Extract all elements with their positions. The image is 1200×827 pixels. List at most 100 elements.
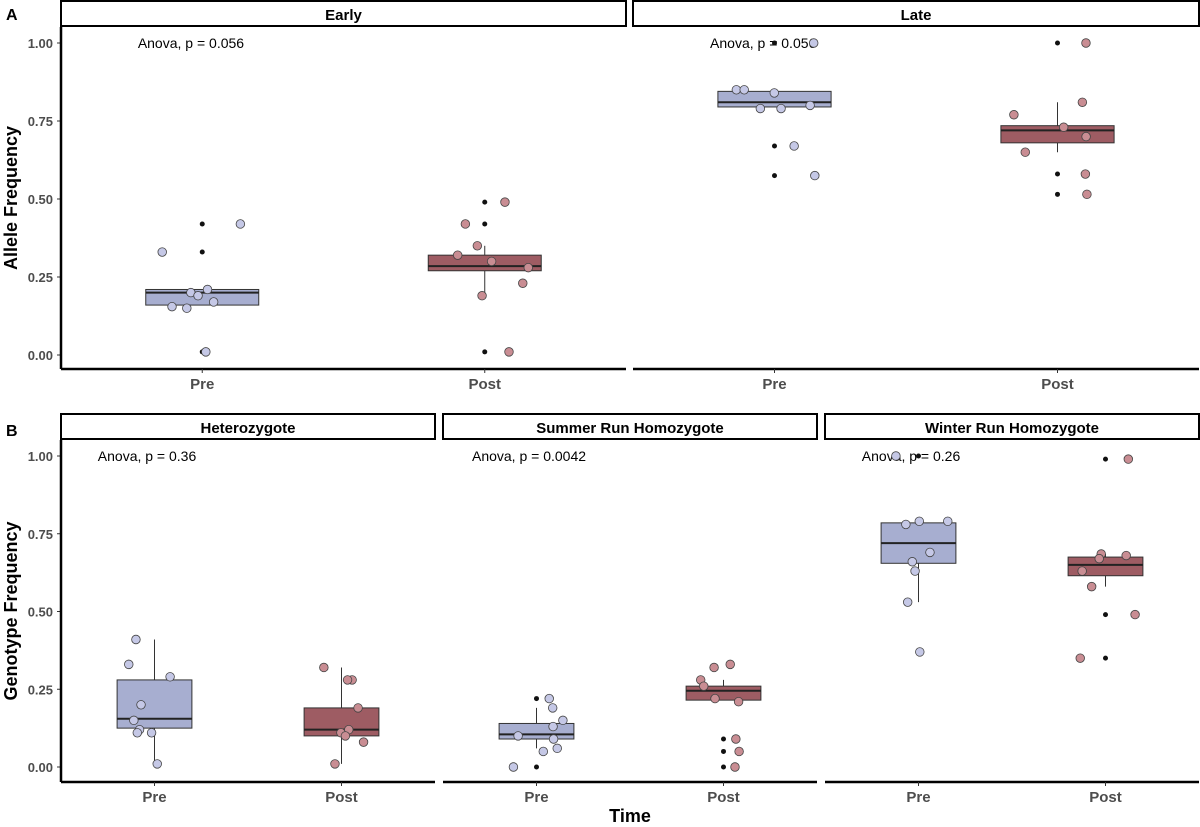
data-point-post <box>1123 454 1134 464</box>
data-point-post <box>1058 122 1069 132</box>
x-tick-label-pre: Pre <box>190 376 214 393</box>
data-point-pre <box>508 762 519 772</box>
data-point-post <box>709 662 719 673</box>
data-point-pre <box>538 746 548 757</box>
y-tick-label: 0.00 <box>28 348 53 363</box>
x-tick-label-pre: Pre <box>762 376 786 393</box>
panel-letter-b: B <box>6 423 18 440</box>
data-point-pre <box>548 721 558 732</box>
data-point-post <box>1121 550 1131 561</box>
data-point-post <box>486 256 497 267</box>
data-point-post <box>1081 38 1091 48</box>
x-tick-label-pre: Pre <box>906 789 930 806</box>
x-tick-label-pre: Pre <box>524 789 548 806</box>
x-tick-label-post: Post <box>325 789 358 806</box>
data-point-pre <box>558 715 568 726</box>
outlier-point <box>1103 612 1108 618</box>
data-point-pre <box>201 347 211 357</box>
data-point-pre <box>129 715 139 726</box>
outlier-point <box>721 736 726 742</box>
data-point-post <box>477 291 487 301</box>
y-tick-label: 0.75 <box>28 527 53 542</box>
data-point-post <box>1077 566 1087 576</box>
box-pre <box>116 679 193 729</box>
x-tick-label-post: Post <box>468 376 501 393</box>
facet-strip <box>824 413 1200 440</box>
data-point-post <box>1130 609 1140 620</box>
data-point-pre <box>131 634 141 645</box>
data-point-pre <box>146 728 157 738</box>
outlier-point <box>1103 655 1108 661</box>
facet-strip <box>60 0 627 27</box>
data-point-pre <box>157 247 167 257</box>
y-axis-title: Allele Frequency <box>1 126 21 270</box>
y-tick-label: 0.25 <box>28 270 53 285</box>
data-point-post <box>460 219 471 229</box>
outlier-point <box>482 199 488 205</box>
data-point-post <box>330 759 340 769</box>
outlier-point <box>772 40 777 46</box>
box-pre <box>498 722 575 740</box>
data-point-pre <box>235 219 246 229</box>
data-point-post <box>699 681 709 691</box>
y-tick-label: 0.75 <box>28 114 53 129</box>
x-tick-label-pre: Pre <box>142 789 166 806</box>
outlier-point <box>772 143 777 149</box>
outlier-point <box>1055 171 1060 177</box>
anova-annotation: Anova, p = 0.26 <box>862 448 961 464</box>
data-point-pre <box>901 519 911 530</box>
data-point-post <box>1080 169 1091 179</box>
y-axis-title: Genotype Frequency <box>1 521 21 700</box>
data-point-pre <box>124 659 134 670</box>
data-point-post <box>710 693 720 704</box>
outlier-point <box>1103 456 1108 462</box>
data-point-pre <box>810 170 820 181</box>
outlier-point <box>534 696 539 702</box>
facet-strip-label: Winter Run Homozygote <box>925 420 1099 437</box>
data-point-post <box>358 737 369 747</box>
data-point-post <box>1020 147 1030 157</box>
anova-annotation: Anova, p = 0.056 <box>138 35 244 51</box>
data-point-post <box>725 659 735 670</box>
x-tick-label-post: Post <box>707 789 740 806</box>
data-point-pre <box>902 597 913 607</box>
outlier-point <box>721 764 726 770</box>
data-point-pre <box>755 103 766 114</box>
data-point-pre <box>907 557 917 567</box>
data-point-post <box>1082 189 1092 200</box>
y-tick-label: 0.25 <box>28 682 53 697</box>
outlier-point <box>916 453 921 459</box>
outlier-point <box>1055 191 1060 197</box>
data-point-post <box>342 675 353 685</box>
x-tick-label-post: Post <box>1089 789 1122 806</box>
facet-strip <box>632 0 1200 27</box>
y-tick-label: 1.00 <box>28 36 53 51</box>
data-point-post <box>1086 581 1097 592</box>
facet-strip-label: Heterozygote <box>200 420 295 437</box>
data-point-pre <box>809 38 819 48</box>
data-point-post <box>734 746 744 757</box>
data-point-pre <box>152 759 162 769</box>
data-point-pre <box>548 734 559 744</box>
anova-annotation: Anova, p = 0.0042 <box>472 448 586 464</box>
data-point-pre <box>202 284 213 295</box>
x-axis-title: Time <box>609 806 651 826</box>
facet-strip-label: Early <box>325 7 362 24</box>
data-point-pre <box>914 516 924 527</box>
facet-strip <box>60 413 436 440</box>
data-point-post <box>1075 653 1085 663</box>
data-point-pre <box>547 703 558 713</box>
x-tick-label-post: Post <box>1041 376 1074 393</box>
anova-annotation: Anova, p = 0.056 <box>710 35 816 51</box>
y-tick-label: 0.50 <box>28 605 53 620</box>
data-point-post <box>731 734 741 744</box>
outlier-point <box>199 249 205 255</box>
data-point-pre <box>776 103 786 114</box>
y-tick-label: 1.00 <box>28 449 53 464</box>
facet-strip-label: Late <box>901 7 932 24</box>
outlier-point <box>534 764 539 770</box>
data-point-pre <box>891 451 901 461</box>
data-point-post <box>472 241 483 251</box>
data-point-pre <box>132 728 143 738</box>
